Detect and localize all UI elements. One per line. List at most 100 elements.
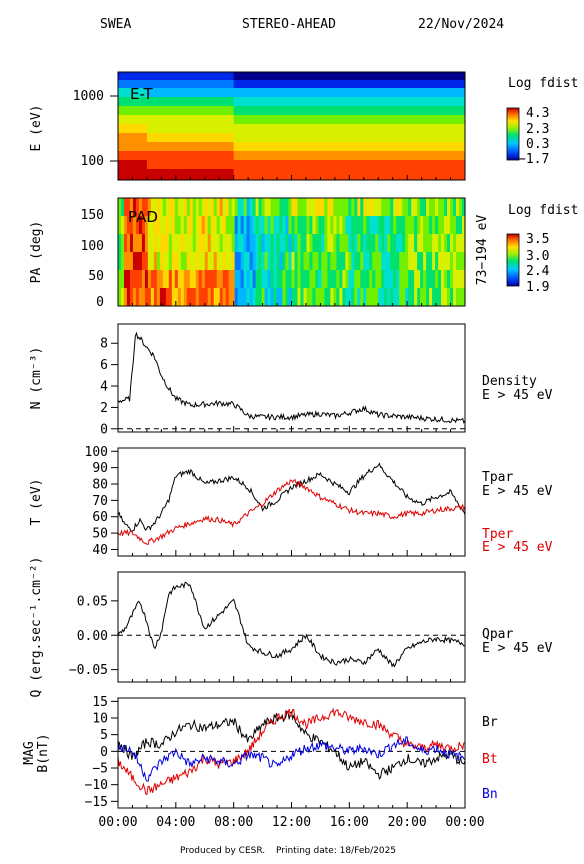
pad-cell (417, 216, 421, 235)
pad-cell (183, 252, 188, 271)
pad-cell (204, 234, 209, 253)
pad-cell (333, 288, 337, 306)
pad-cell (345, 288, 349, 306)
pad-cell (195, 270, 200, 289)
pad-cell (144, 234, 149, 253)
pad-cell (162, 270, 167, 289)
pad-cell (147, 198, 152, 217)
pad-cell (342, 252, 346, 271)
pad-cell (399, 288, 403, 306)
pad-cell (360, 216, 364, 235)
pad-cell (225, 198, 230, 217)
pad-cell (234, 288, 239, 306)
pad-cell (231, 288, 236, 306)
pad-cell (354, 216, 358, 235)
pad-cell (321, 252, 325, 271)
pad-cell (234, 198, 239, 217)
pad-cell (327, 216, 331, 235)
pad-cell (129, 216, 134, 235)
pad-cell (159, 270, 164, 289)
pad-cell (384, 234, 388, 253)
pad-cell (426, 234, 430, 253)
pad-cell (315, 216, 319, 235)
et-cell (118, 124, 148, 134)
pad-cell (174, 216, 179, 235)
pad-cell (294, 216, 298, 235)
pad-cell (162, 198, 167, 217)
xtick-label: 16:00 (330, 815, 369, 830)
pad-cell (330, 234, 334, 253)
pad-cell (246, 216, 251, 235)
pad-cell (453, 216, 457, 235)
pad-cell (390, 198, 394, 217)
pad-cell (249, 198, 254, 217)
pad-cell (270, 198, 275, 217)
pad-cell (387, 270, 391, 289)
pad-cell (339, 270, 343, 289)
pad-cell (231, 216, 236, 235)
pad-cell (138, 288, 143, 306)
pad-cell (273, 234, 278, 253)
pad-cell (189, 198, 194, 217)
pad-cell (378, 288, 382, 306)
et-cell (233, 72, 465, 81)
panel-ylabel: N (cm⁻³) (29, 347, 44, 410)
pad-cell (414, 270, 418, 289)
pad-cell (216, 216, 221, 235)
et-cell (118, 97, 148, 107)
et-cell (146, 142, 235, 152)
pad-cell (213, 288, 218, 306)
pad-cell (153, 288, 158, 306)
pad-cell (402, 198, 406, 217)
et-cell (233, 151, 465, 161)
pad-cell (315, 198, 319, 217)
pad-cell (444, 288, 448, 306)
panel-frame (117, 571, 466, 683)
pad-cell (237, 288, 242, 306)
pad-cell (192, 270, 197, 289)
pad-cell (118, 234, 122, 253)
et-cell (118, 160, 148, 170)
pad-cell (339, 288, 343, 306)
pad-cell (216, 198, 221, 217)
pad-cell (303, 198, 307, 217)
pad-cell (327, 198, 331, 217)
pad-cell (144, 252, 149, 271)
pad-cell (339, 198, 343, 217)
pad-cell (267, 234, 272, 253)
pad-cell (426, 252, 430, 271)
pad-cell (141, 252, 146, 271)
et-cell (118, 106, 148, 116)
pad-cell (438, 216, 442, 235)
pad-cell (303, 252, 307, 271)
pad-cell (174, 198, 179, 217)
pad-inner-label: PAD (128, 208, 158, 226)
pad-cell (324, 198, 328, 217)
pad-cell (357, 234, 361, 253)
pad-cell (210, 288, 215, 306)
pad-cell (432, 252, 436, 271)
pad-cell (210, 198, 215, 217)
pad-cell (345, 270, 349, 289)
pad-cell (162, 252, 167, 271)
pad-cell (372, 198, 376, 217)
pad-cell (267, 198, 272, 217)
pad-cell (165, 270, 170, 289)
pad-cell (387, 288, 391, 306)
pad-cell (285, 198, 290, 217)
ytick-label: −5 (92, 762, 108, 777)
pad-cell (300, 288, 304, 306)
pad-cell (435, 234, 439, 253)
pad-cell (447, 252, 451, 271)
pad-cell (447, 270, 451, 289)
pad-cell (297, 198, 301, 217)
pad-cb-tick: 2.4 (526, 264, 550, 279)
pad-cell (207, 252, 212, 271)
panel-right-label: E > 45 eV (482, 388, 553, 403)
pad-cell (118, 270, 122, 289)
pad-cell (387, 234, 391, 253)
panel-ylabel: B(nT) (36, 733, 51, 772)
pad-cell (387, 252, 391, 271)
pad-cell (441, 288, 445, 306)
